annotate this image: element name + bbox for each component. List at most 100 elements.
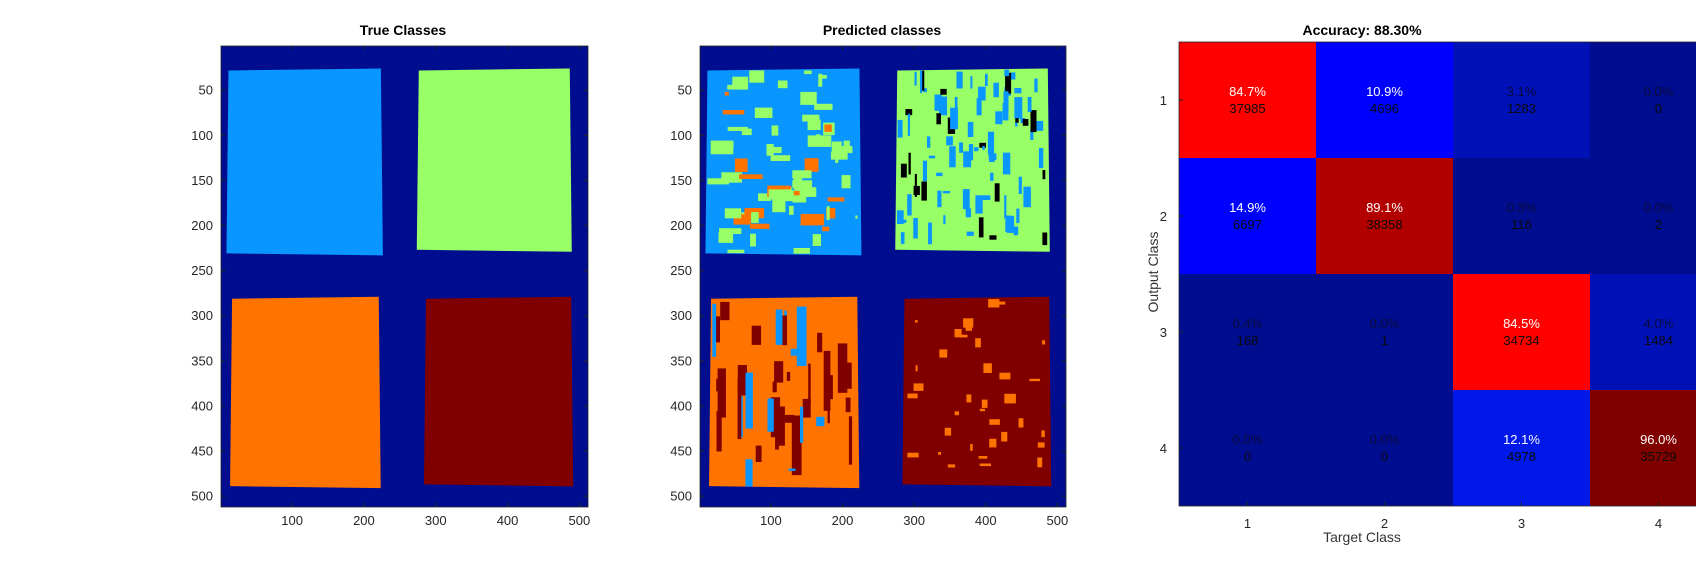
predicted-noise-patch bbox=[947, 464, 956, 468]
predicted-noise-patch bbox=[1015, 118, 1019, 123]
true-classes-panel: True Classes 100 200 300 400 500 50 100 150 200 2… bbox=[191, 22, 590, 528]
predicted-noise-patch bbox=[774, 361, 784, 383]
true-classes-xtick-label: 400 bbox=[497, 513, 519, 528]
predicted-noise-patch bbox=[838, 149, 850, 153]
predicted-noise-patch bbox=[822, 226, 830, 232]
predicted-noise-patch bbox=[826, 206, 830, 221]
predicted-noise-patch bbox=[921, 181, 927, 201]
predicted-classes-ytick-label: 150 bbox=[670, 173, 692, 188]
predicted-noise-patch bbox=[914, 71, 917, 86]
cm-cell-r2-c3 bbox=[1453, 158, 1590, 274]
predicted-noise-patch bbox=[1022, 119, 1029, 126]
true-classes-ytick-label: 150 bbox=[191, 173, 213, 188]
predicted-noise-patch bbox=[807, 135, 832, 147]
predicted-noise-patch bbox=[812, 234, 821, 246]
predicted-noise-patch bbox=[946, 136, 953, 146]
predicted-classes-ticks: 100 200 300 400 500 50 100 150 200 250 300 350 400 45… bbox=[670, 46, 1068, 528]
predicted-noise-patch bbox=[788, 468, 796, 471]
cm-frame bbox=[1178, 41, 1696, 507]
cm-cell-percent: 0.0% bbox=[1370, 316, 1400, 331]
predicted-noise-patch bbox=[1018, 176, 1022, 194]
true-classes-ytick-label: 100 bbox=[191, 128, 213, 143]
predicted-noise-patch bbox=[959, 142, 963, 153]
predicted-classes-misclassification-texture bbox=[707, 69, 1048, 487]
true-classes-ytick-label: 50 bbox=[199, 83, 213, 98]
predicted-noise-patch bbox=[914, 173, 917, 197]
predicted-noise-patch bbox=[995, 301, 1006, 305]
predicted-noise-patch bbox=[802, 114, 820, 122]
predicted-noise-patch bbox=[944, 427, 952, 436]
predicted-noise-patch bbox=[1016, 208, 1020, 224]
predicted-classes-ytick-label: 350 bbox=[670, 353, 692, 368]
predicted-noise-patch bbox=[974, 147, 979, 152]
predicted-noise-patch bbox=[792, 180, 813, 188]
cm-cell-r4-c4 bbox=[1590, 390, 1696, 506]
predicted-noise-patch bbox=[921, 70, 925, 91]
predicted-noise-patch bbox=[960, 334, 968, 338]
predicted-noise-patch bbox=[1036, 121, 1044, 131]
predicted-noise-patch bbox=[978, 217, 984, 238]
predicted-noise-patch bbox=[900, 163, 907, 178]
true-classes-ytick-label: 200 bbox=[191, 218, 213, 233]
cm-cell-count: 6697 bbox=[1233, 217, 1262, 232]
predicted-classes-region-class-4 bbox=[902, 296, 1052, 487]
predicted-noise-patch bbox=[790, 348, 798, 356]
cm-cell-percent: 84.7% bbox=[1229, 84, 1266, 99]
predicted-noise-patch bbox=[734, 158, 748, 172]
predicted-classes-ytick-label: 300 bbox=[670, 308, 692, 323]
predicted-classes-title: Predicted classes bbox=[823, 22, 942, 38]
predicted-classes-ytick-label: 500 bbox=[670, 489, 692, 504]
predicted-noise-patch bbox=[724, 91, 729, 96]
predicted-noise-patch bbox=[981, 399, 988, 408]
confusion-matrix-ticks: 1 2 3 4 1 2 3 4 bbox=[1160, 93, 1662, 531]
true-classes-ytick-label: 400 bbox=[191, 398, 213, 413]
cm-cell-count: 0 bbox=[1655, 101, 1662, 116]
predicted-noise-patch bbox=[749, 70, 765, 83]
predicted-noise-patch bbox=[922, 160, 927, 182]
predicted-noise-patch bbox=[720, 301, 730, 321]
predicted-noise-patch bbox=[719, 228, 742, 234]
true-classes-region-class-4 bbox=[423, 296, 574, 487]
predicted-noise-patch bbox=[749, 223, 770, 229]
cm-cell-count: 38358 bbox=[1366, 217, 1402, 232]
predicted-noise-patch bbox=[936, 113, 941, 125]
predicted-noise-patch bbox=[1037, 457, 1043, 468]
cm-ytick-label: 2 bbox=[1160, 209, 1167, 224]
predicted-noise-patch bbox=[804, 70, 812, 75]
predicted-noise-patch bbox=[777, 80, 788, 89]
predicted-noise-patch bbox=[979, 463, 991, 467]
predicted-noise-patch bbox=[939, 96, 947, 116]
predicted-noise-patch bbox=[843, 362, 852, 389]
cm-cell-count: 4696 bbox=[1370, 101, 1399, 116]
cm-cell-percent: 4.0% bbox=[1644, 316, 1674, 331]
cm-cell-r1-c2 bbox=[1316, 42, 1453, 158]
cm-cell-percent: 0.0% bbox=[1644, 200, 1674, 215]
cm-cell-count: 35729 bbox=[1640, 449, 1676, 464]
confusion-matrix-ylabel: Output Class bbox=[1145, 232, 1161, 313]
predicted-noise-patch bbox=[908, 152, 911, 175]
predicted-noise-patch bbox=[808, 363, 811, 405]
predicted-noise-patch bbox=[989, 438, 997, 448]
predicted-noise-patch bbox=[1037, 442, 1045, 448]
cm-cell-r4-c2 bbox=[1316, 390, 1453, 506]
true-classes-regions bbox=[226, 68, 574, 489]
predicted-noise-patch bbox=[965, 327, 972, 331]
predicted-classes-xtick-label: 400 bbox=[975, 513, 997, 528]
predicted-noise-patch bbox=[770, 397, 781, 438]
cm-cell-percent: 12.1% bbox=[1503, 432, 1540, 447]
true-classes-ytick-label: 500 bbox=[191, 489, 213, 504]
predicted-noise-patch bbox=[954, 329, 962, 338]
predicted-noise-patch bbox=[841, 175, 851, 189]
predicted-noise-patch bbox=[817, 332, 823, 353]
predicted-classes-ytick-label: 250 bbox=[670, 263, 692, 278]
predicted-noise-patch bbox=[707, 178, 729, 185]
predicted-noise-patch bbox=[983, 363, 992, 373]
cm-cell-r2-c1 bbox=[1179, 158, 1316, 274]
predicted-noise-patch bbox=[786, 371, 791, 381]
predicted-noise-patch bbox=[987, 131, 995, 155]
predicted-noise-patch bbox=[1030, 130, 1034, 140]
true-classes-xtick-label: 200 bbox=[353, 513, 375, 528]
cm-xtick-label: 3 bbox=[1518, 516, 1525, 531]
predicted-noise-patch bbox=[718, 232, 734, 243]
predicted-noise-patch bbox=[751, 212, 759, 223]
